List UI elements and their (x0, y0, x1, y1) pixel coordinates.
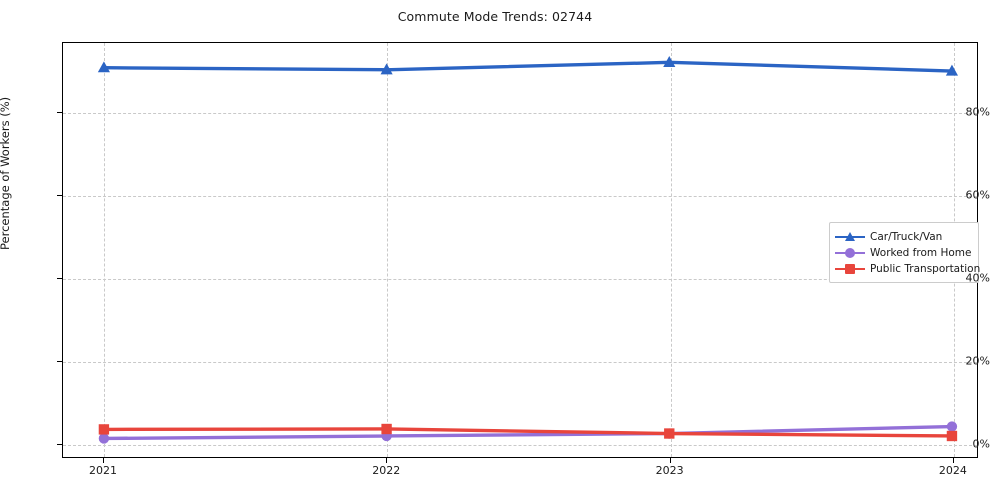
gridline-vertical (670, 43, 672, 457)
series-line (102, 427, 954, 438)
x-axis-tick-mark (103, 458, 104, 463)
series-lines (97, 55, 959, 444)
chart-title: Commute Mode Trends: 02744 (397, 9, 593, 24)
legend-marker-square-icon (845, 264, 855, 274)
y-axis-label: Percentage of Workers (%) (0, 96, 12, 250)
series-marker (946, 430, 958, 442)
legend-label: Public Transportation (870, 262, 981, 275)
y-axis-tick-label: 0% (972, 437, 990, 450)
series-marker (663, 55, 676, 67)
legend-label: Car/Truck/Van (870, 230, 943, 243)
series-line (102, 60, 954, 73)
series-marker (945, 64, 959, 76)
x-axis-tick-label: 2023 (655, 464, 684, 477)
legend-swatch (835, 230, 865, 244)
plot-area (62, 42, 978, 458)
series-marker (98, 424, 110, 435)
gridline-horizontal (63, 361, 977, 363)
gridline-vertical (104, 43, 105, 457)
y-axis-tick-mark (57, 360, 62, 362)
chart-legend: Car/Truck/Van Worked from Home Public Tran… (829, 222, 980, 283)
legend-item[interactable]: Car/Truck/Van (835, 229, 972, 244)
y-axis-tick-label: 20% (965, 354, 990, 368)
y-axis-tick-label: 40% (965, 271, 990, 285)
legend-marker-circle-icon (845, 248, 855, 258)
y-axis-tick-label: 60% (965, 188, 990, 202)
gridline-horizontal (63, 444, 977, 446)
x-axis-tick-label: 2021 (89, 464, 117, 477)
series-marker (98, 433, 110, 444)
x-axis-tick-mark (386, 458, 388, 463)
gridline-horizontal (63, 278, 977, 280)
x-axis-tick-label: 2022 (372, 464, 401, 477)
series-marker (664, 428, 675, 439)
legend-swatch (835, 246, 865, 260)
legend-marker-triangle-icon (844, 231, 855, 241)
x-axis-tick-mark (669, 458, 671, 463)
gridline-vertical (387, 43, 389, 457)
y-axis-tick-mark (57, 443, 62, 445)
legend-item[interactable]: Public Transportation (835, 261, 980, 276)
legend-item[interactable]: Worked from Home (835, 245, 972, 260)
y-axis-tick-mark (57, 277, 62, 279)
y-axis-tick-mark (57, 112, 62, 114)
y-axis-tick-mark (57, 195, 62, 197)
x-axis-tick-mark (952, 458, 954, 463)
series-line (102, 424, 954, 441)
legend-swatch (835, 262, 865, 276)
y-axis-tick-label: 80% (965, 105, 990, 119)
legend-label: Worked from Home (870, 246, 972, 259)
series-marker (380, 63, 393, 75)
series-marker (381, 423, 392, 435)
gridline-horizontal (63, 196, 977, 198)
x-axis-tick-label: 2024 (938, 464, 967, 477)
series-marker (97, 61, 110, 73)
series-marker (946, 421, 958, 432)
gridline-horizontal (63, 113, 977, 115)
